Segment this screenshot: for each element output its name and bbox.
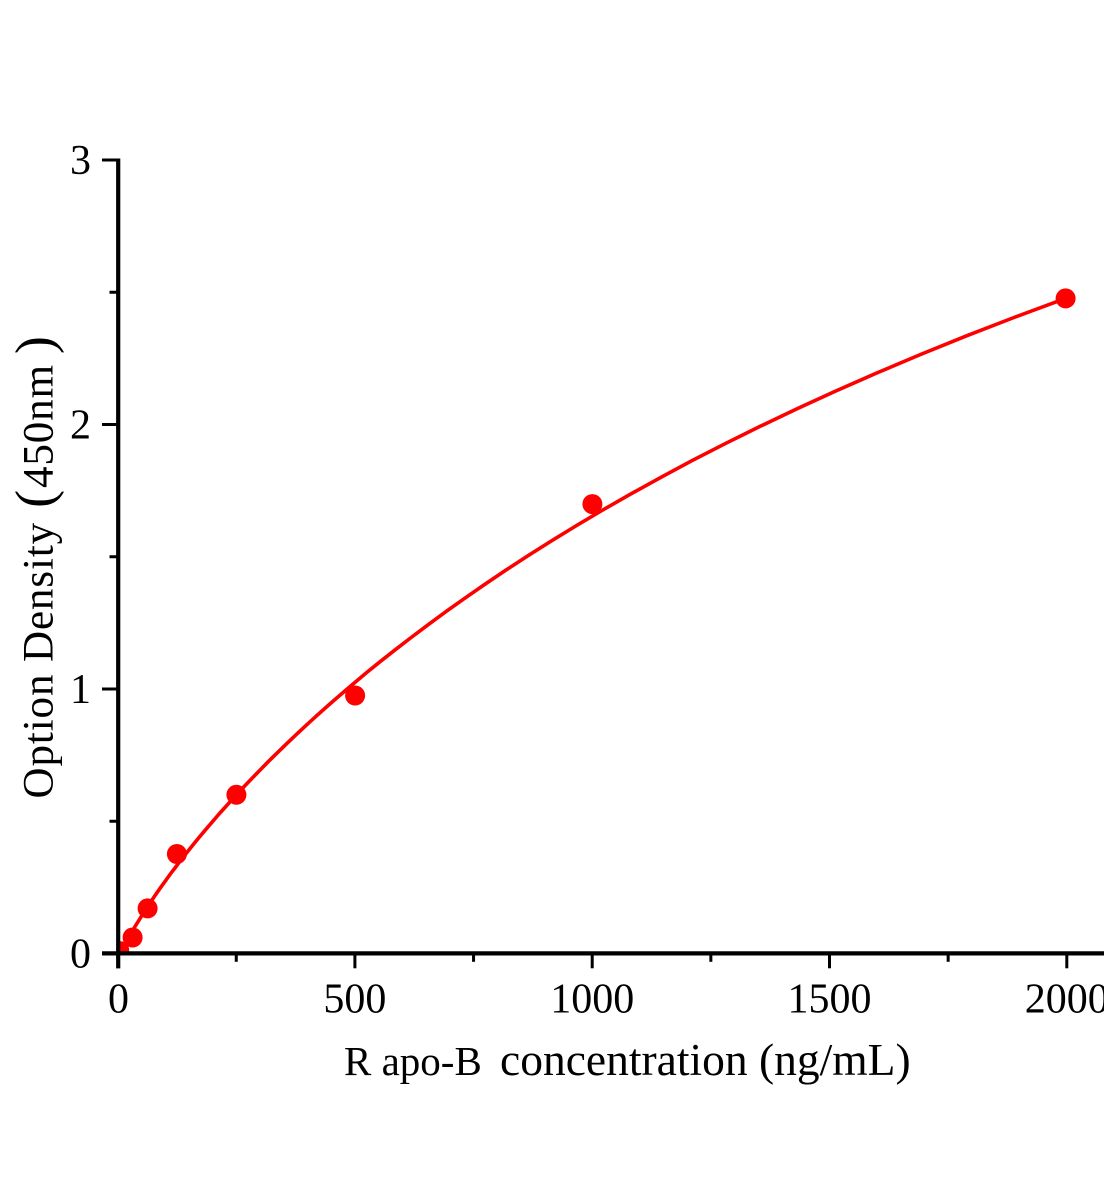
svg-text:R apo-B: R apo-B — [344, 1038, 482, 1084]
svg-text:1: 1 — [70, 667, 91, 713]
svg-text:500: 500 — [323, 976, 386, 1022]
svg-text:concentration (ng/mL): concentration (ng/mL) — [500, 1034, 911, 1085]
svg-text:2000: 2000 — [1025, 976, 1104, 1022]
svg-text:0: 0 — [70, 931, 91, 977]
svg-text:2: 2 — [70, 402, 91, 448]
svg-text:3: 3 — [70, 138, 91, 184]
svg-text:1000: 1000 — [550, 976, 634, 1022]
svg-text:0: 0 — [108, 976, 129, 1022]
svg-text:1500: 1500 — [788, 976, 872, 1022]
